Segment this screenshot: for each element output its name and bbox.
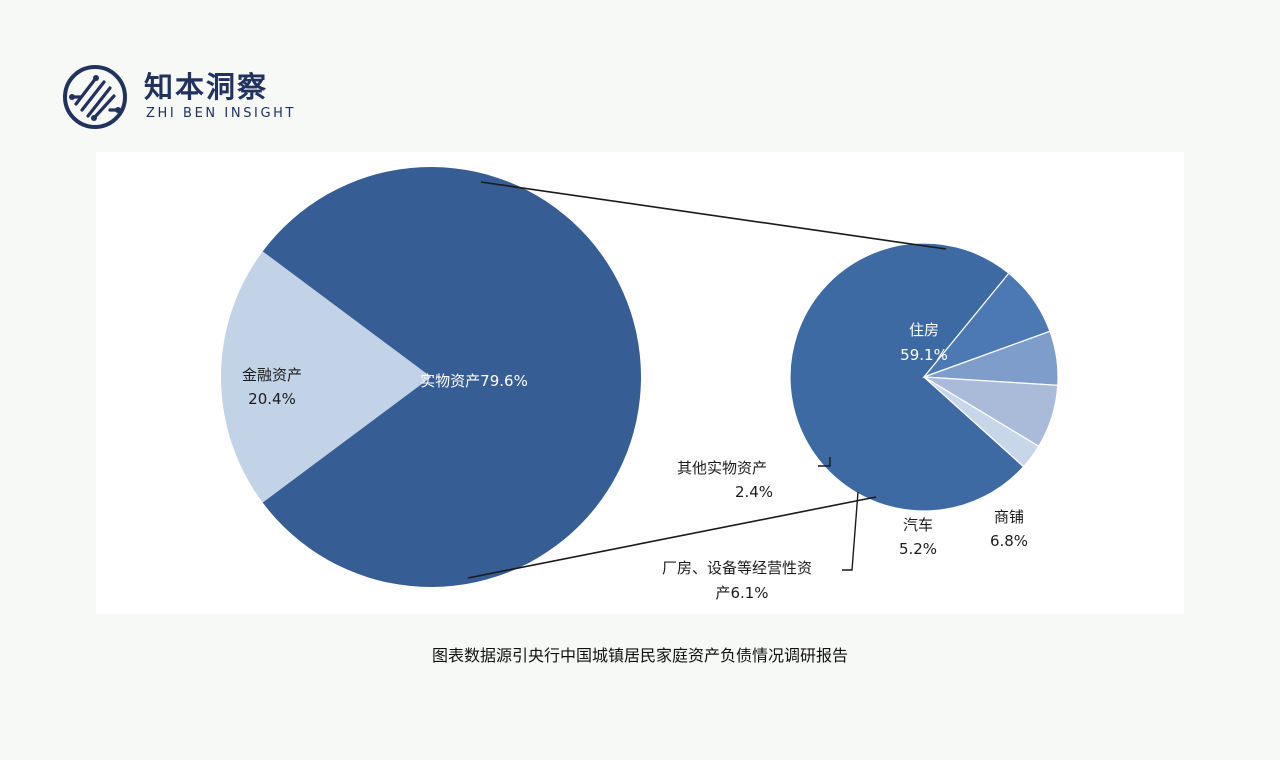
value-financial-assets: 20.4%	[248, 390, 296, 408]
sub-pie-slice-housing	[789, 242, 1025, 512]
leader-line-other-real	[818, 457, 831, 467]
label-real-assets: 实物资产79.6%	[420, 372, 528, 390]
value-shops: 6.8%	[990, 532, 1028, 550]
pie-slice-real	[262, 167, 641, 587]
value-business-assets: 产6.1%	[715, 584, 768, 602]
label-financial-assets: 金融资产	[242, 366, 302, 384]
connector-line-bottom	[467, 496, 877, 579]
value-housing: 59.1%	[900, 346, 948, 364]
brand-logo: 知本洞察 ZHI BEN INSIGHT	[62, 62, 342, 130]
leader-line-business-assets	[842, 491, 859, 571]
chart-panel: 金融资产 20.4% 实物资产79.6% 住房 59.1% 商铺 6.8% 汽车 5.2% 厂房、…	[96, 152, 1184, 614]
circuit-circle-icon	[63, 65, 127, 129]
label-vehicles: 汽车	[903, 516, 933, 534]
pie-slice-financial	[220, 251, 431, 503]
brand-name-en: ZHI BEN INSIGHT	[146, 106, 297, 121]
label-business-assets: 厂房、设备等经营性资	[662, 559, 812, 577]
brand-name: 知本洞察	[144, 70, 269, 104]
sub-pie-slice-other-real	[923, 376, 1040, 468]
connector-line-top	[480, 181, 947, 250]
label-shops: 商铺	[994, 508, 1024, 526]
value-vehicles: 5.2%	[899, 540, 937, 558]
pie-of-pie-chart: 金融资产 20.4% 实物资产79.6% 住房 59.1% 商铺 6.8% 汽车 5.2% 厂房、…	[220, 167, 1059, 602]
chart-caption: 图表数据源引央行中国城镇居民家庭资产负债情况调研报告	[431, 646, 848, 665]
label-other-real-assets: 其他实物资产	[677, 459, 767, 477]
value-other-real-assets: 2.4%	[735, 483, 773, 501]
label-housing: 住房	[909, 321, 939, 339]
